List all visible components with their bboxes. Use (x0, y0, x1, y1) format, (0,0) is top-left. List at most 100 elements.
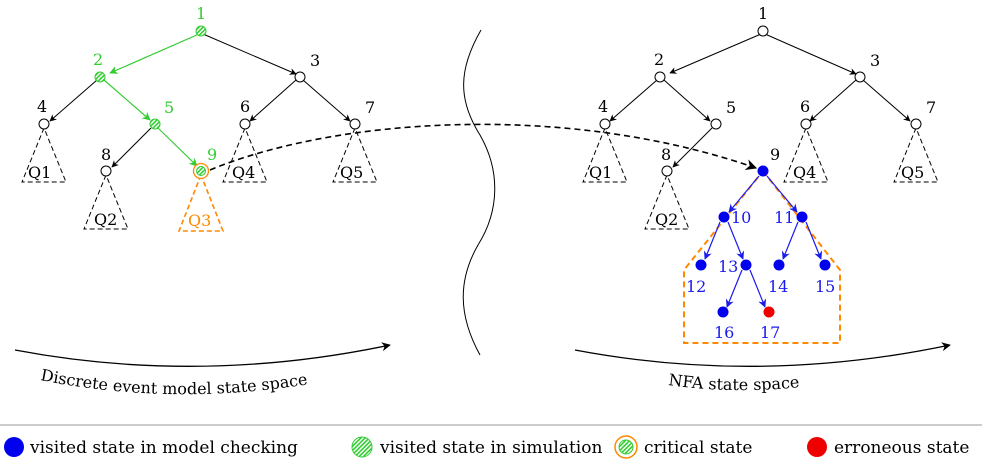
right-node-16 (717, 306, 729, 318)
right-node-label-7: 7 (926, 98, 936, 117)
right-subtree-q2 (644, 173, 690, 230)
right-node-label-13: 13 (718, 257, 738, 276)
right-edge-10-12 (703, 221, 721, 260)
right-edge-2-5 (663, 79, 711, 122)
left-edge-1-2 (109, 33, 200, 74)
right-node-7 (910, 118, 922, 130)
left-node-label-1: 1 (196, 4, 206, 23)
left-node-label-3: 3 (310, 51, 320, 70)
right-node-label-9: 9 (770, 145, 780, 164)
left-edge-3-7 (302, 79, 351, 122)
right-edge-13-16 (725, 269, 743, 308)
right-subtree-label-q5: Q5 (901, 163, 924, 182)
right-edge-13-17 (749, 269, 767, 308)
left-edge-2-5 (103, 79, 151, 121)
right-node-label-11: 11 (774, 208, 794, 227)
right-node-13 (740, 259, 752, 271)
right-node-label-16: 16 (714, 323, 734, 342)
left-node-2 (94, 71, 106, 83)
right-subtree-label-q4: Q4 (793, 163, 816, 182)
right-node-label-17: 17 (760, 323, 780, 342)
right-node-label-8: 8 (661, 145, 671, 164)
right-node-label-2: 2 (654, 50, 664, 69)
left-node-label-8: 8 (101, 145, 111, 164)
right-node-10 (718, 211, 730, 223)
right-node-9 (757, 165, 769, 177)
left-node-label-9: 9 (207, 145, 217, 164)
left-subtree-q2 (83, 173, 129, 230)
right-node-12 (695, 259, 707, 271)
right-edge-11-15 (805, 221, 823, 260)
left-edge-5-9 (157, 127, 198, 167)
legend-simulation-icon (351, 436, 373, 458)
right-node-label-4: 4 (598, 97, 608, 116)
left-node-9 (196, 166, 206, 176)
left-node-label-2: 2 (93, 50, 103, 69)
legend: visited state in model checking visited … (4, 435, 969, 459)
right-edge-2-4 (609, 79, 658, 122)
left-edge-3-6 (249, 79, 297, 122)
left-subtree-label-q4: Q4 (232, 163, 255, 182)
mapping-link (209, 123, 758, 171)
right-node-label-12: 12 (686, 277, 706, 296)
right-node-label-15: 15 (815, 277, 835, 296)
right-subtree-label-q1: Q1 (589, 163, 612, 182)
left-subtree-label-q3: Q3 (188, 211, 211, 230)
right-node-label-6: 6 (800, 97, 810, 116)
left-node-3 (294, 71, 306, 83)
right-edge-1-2 (669, 33, 762, 74)
left-subtree-q3 (177, 172, 225, 232)
left-edge-5-8 (111, 127, 152, 168)
right-caption-arrow (574, 342, 951, 367)
right-edge-10-13 (727, 221, 745, 260)
right-node-3 (854, 71, 866, 83)
right-node-11 (796, 211, 808, 223)
right-node-1 (757, 25, 769, 37)
right-caption: NFA state space (667, 370, 800, 394)
legend-critical-icon (618, 439, 634, 455)
right-subtree-q5 (893, 126, 939, 183)
left-node-7 (349, 118, 361, 130)
legend-critical-label: critical state (644, 438, 752, 458)
left-node-label-5: 5 (164, 98, 174, 117)
left-node-label-7: 7 (365, 98, 375, 117)
right-node-6 (800, 118, 812, 130)
left-subtree-label-q1: Q1 (28, 163, 51, 182)
right-subtree-label-q2: Q2 (655, 210, 678, 229)
left-node-5 (149, 118, 161, 130)
right-edge-11-14 (781, 221, 799, 260)
right-node-label-3: 3 (870, 51, 880, 70)
right-edge-1-3 (764, 33, 857, 75)
left-subtree-label-q2: Q2 (94, 210, 117, 229)
left-tree: Q1 Q2 Q3 Q4 Q5 1 2 3 4 5 6 7 8 9 (21, 4, 378, 232)
right-edge-5-8 (672, 127, 713, 168)
right-node-label-5: 5 (726, 98, 736, 117)
legend-model-checking-label: visited state in model checking (29, 438, 298, 458)
right-edge-9-10 (728, 175, 760, 213)
right-tree: Q1 Q2 Q4 Q5 1 2 3 4 5 6 7 8 9 10 11 12 (582, 4, 939, 344)
left-node-8 (100, 165, 112, 177)
right-node-14 (773, 259, 785, 271)
left-subtree-q5 (332, 126, 378, 183)
left-subtree-q4 (222, 126, 268, 183)
right-node-8 (661, 165, 673, 177)
left-subtree-label-q5: Q5 (340, 163, 363, 182)
left-caption-arrow (14, 342, 391, 367)
nfa-region-outline (683, 169, 841, 344)
right-edge-3-6 (809, 79, 857, 122)
separator-curve (462, 29, 496, 356)
left-caption: Discrete event model state space (39, 365, 308, 398)
right-node-2 (654, 71, 666, 83)
left-edge-2-4 (49, 79, 98, 122)
right-node-17-erroneous (763, 306, 775, 318)
left-subtree-q1 (21, 126, 67, 183)
right-node-4 (599, 118, 611, 130)
right-edge-9-11 (766, 175, 798, 213)
legend-erroneous-label: erroneous state (834, 438, 969, 458)
legend-erroneous-icon (807, 437, 827, 457)
right-node-label-1: 1 (758, 4, 768, 23)
right-node-label-10: 10 (731, 208, 751, 227)
right-subtree-q4 (783, 126, 829, 183)
right-node-15 (819, 259, 831, 271)
left-node-6 (239, 118, 251, 130)
